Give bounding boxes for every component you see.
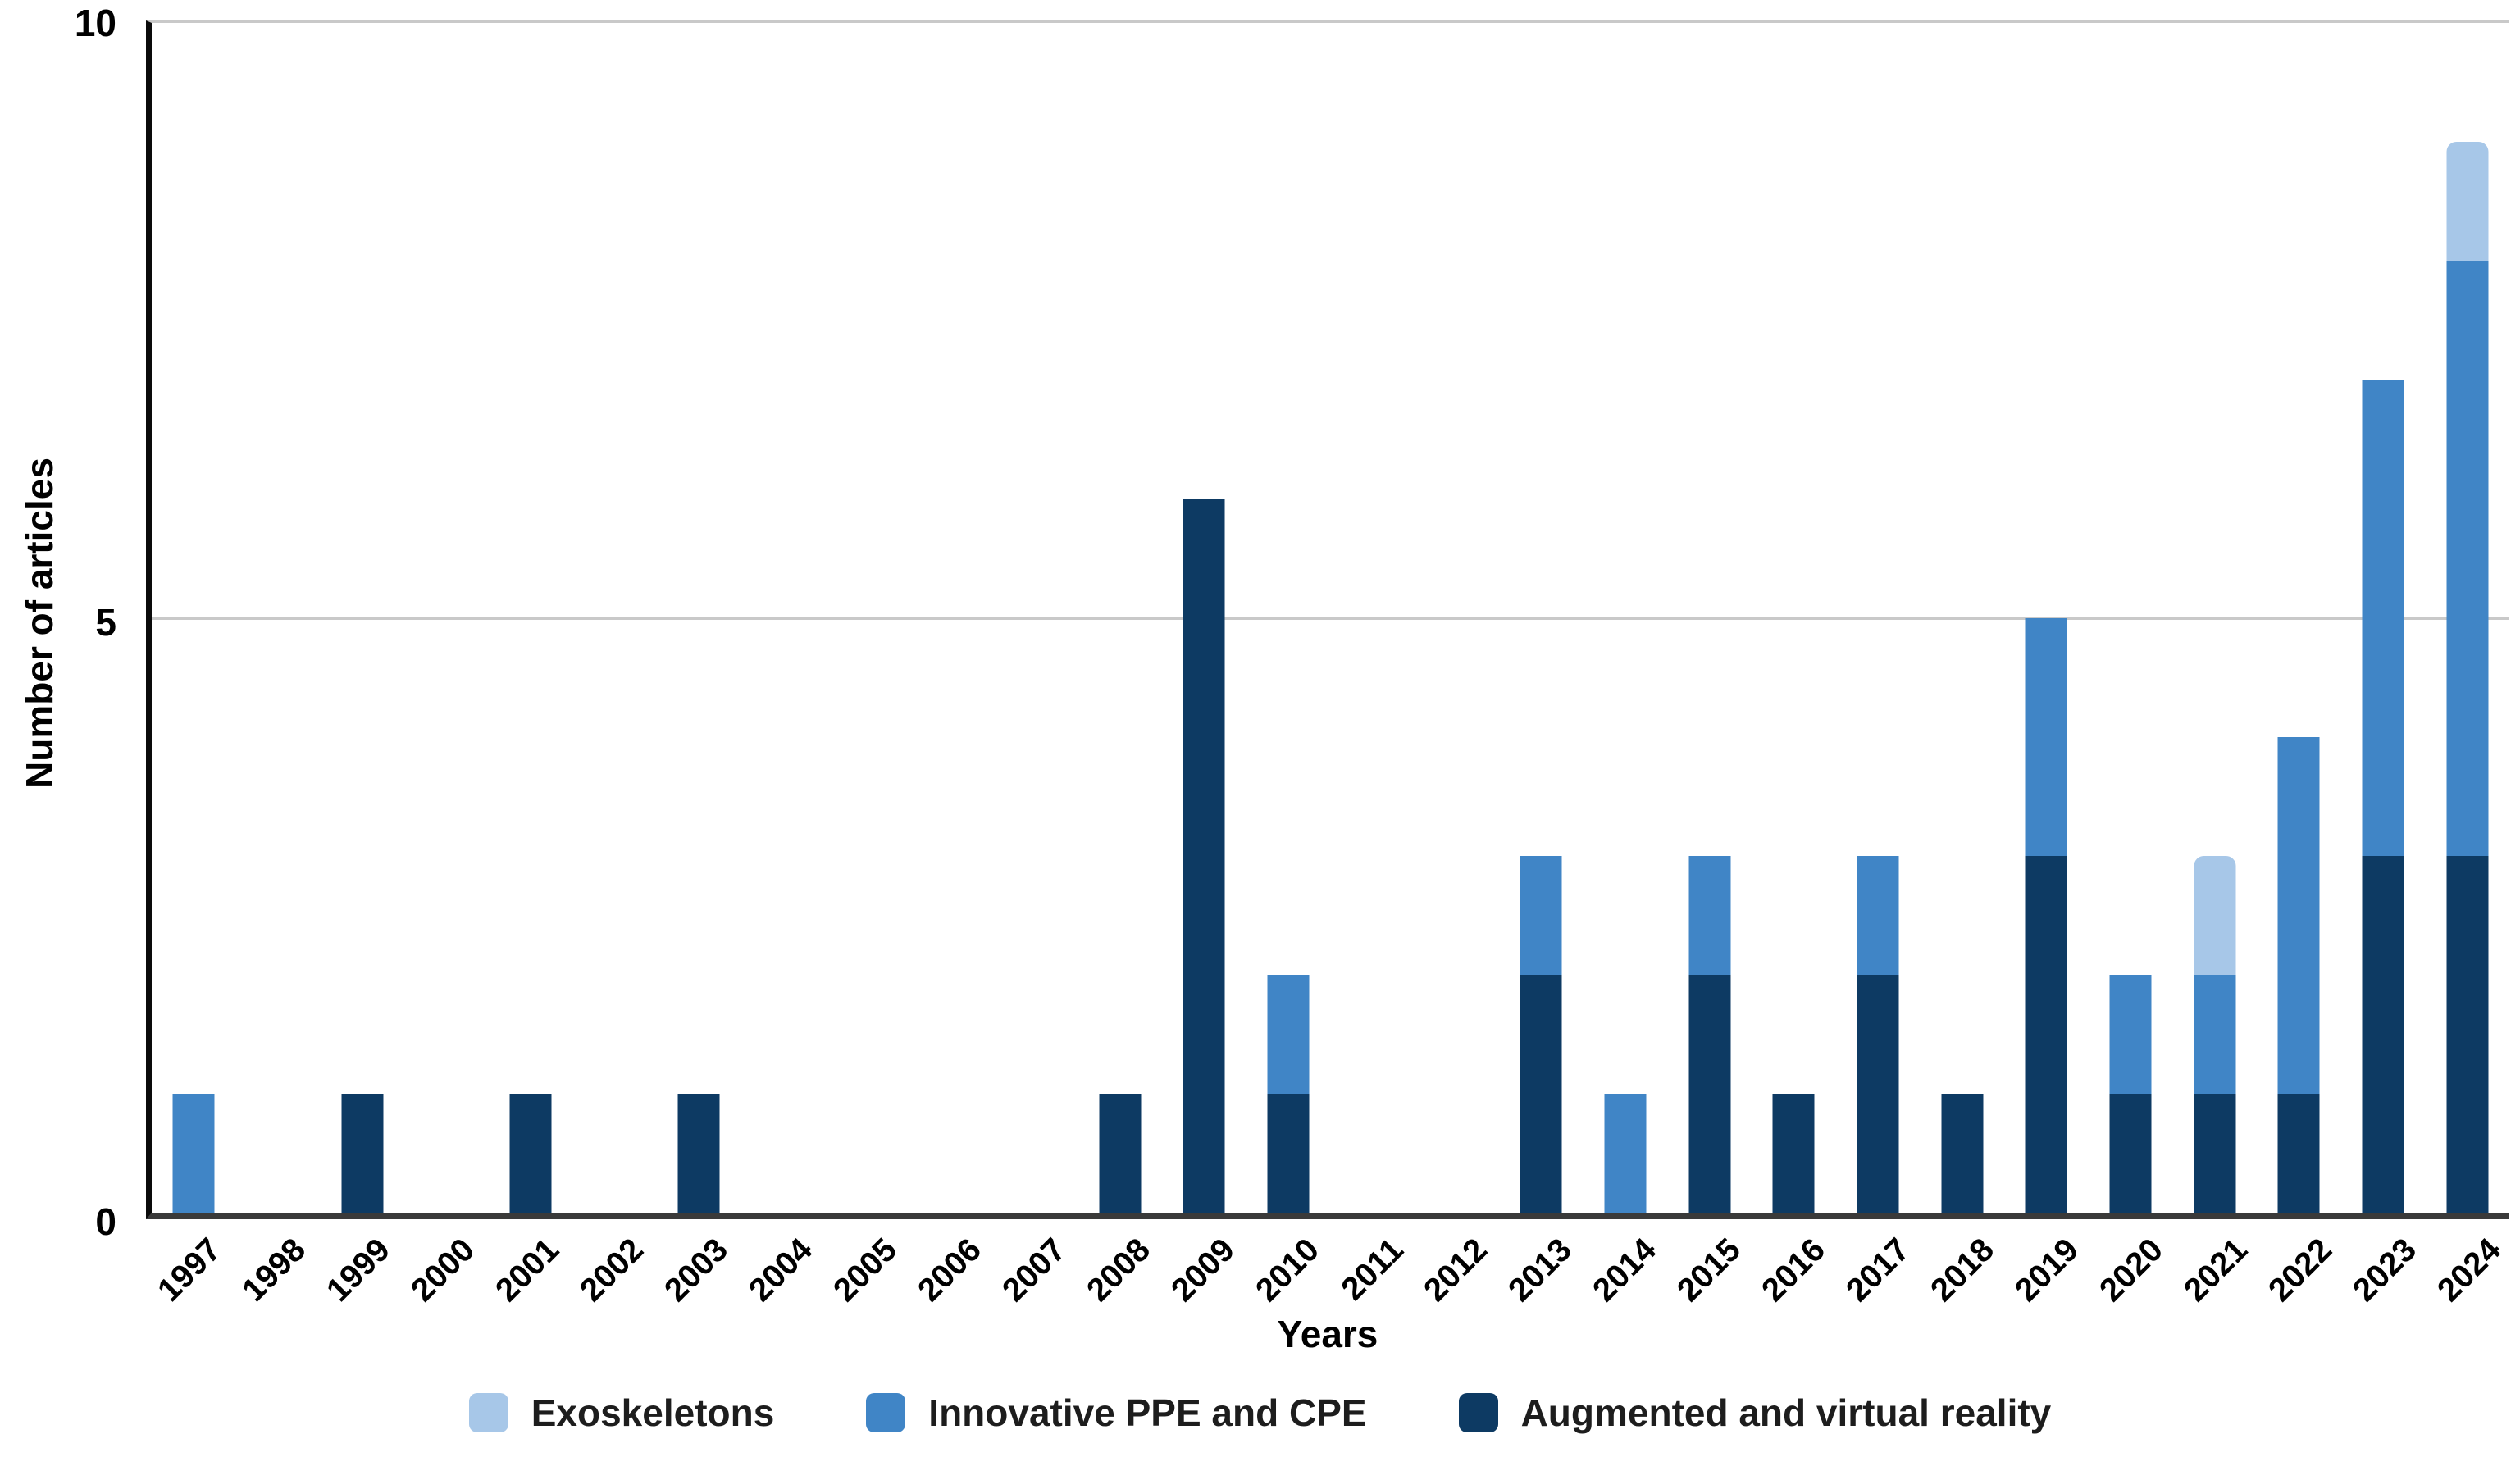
bar-segment-2020-innovative-ppe-and-cpe <box>2109 974 2152 1094</box>
x-tick-label-2000: 2000 <box>404 1232 482 1309</box>
bar-segment-2010-innovative-ppe-and-cpe <box>1267 974 1310 1094</box>
bar-column-2003 <box>677 23 720 1213</box>
bar-column-2009 <box>1183 23 1225 1213</box>
bar-segment-2015-augmented-and-virtual-reality <box>1688 974 1731 1213</box>
x-tick-label-2012: 2012 <box>1417 1232 1495 1309</box>
bar-column-2023 <box>2362 23 2404 1213</box>
legend: Exoskeletons Innovative PPE and CPE Augmen… <box>0 1387 2520 1438</box>
x-tick-label-2009: 2009 <box>1164 1232 1242 1309</box>
bar-column-2022 <box>2277 23 2320 1213</box>
legend-label-augmented-and-virtual-reality: Augmented and virtual reality <box>1520 1391 2052 1434</box>
bar-segment-2019-augmented-and-virtual-reality <box>2025 855 2067 1213</box>
bar-column-2013 <box>1520 23 1562 1213</box>
legend-item-exoskeletons: Exoskeletons <box>468 1391 775 1435</box>
bar-segment-2009-augmented-and-virtual-reality <box>1183 499 1225 1213</box>
legend-item-augmented-and-virtual-reality: Augmented and virtual reality <box>1458 1391 2052 1435</box>
bar-column-2020 <box>2109 23 2152 1213</box>
bar-segment-2024-exoskeletons <box>2446 142 2489 262</box>
bar-segment-2019-innovative-ppe-and-cpe <box>2025 617 2067 856</box>
bar-segment-2020-augmented-and-virtual-reality <box>2109 1093 2152 1213</box>
bar-column-1999 <box>341 23 384 1213</box>
x-tick-label-2004: 2004 <box>742 1232 820 1309</box>
bar-segment-2024-augmented-and-virtual-reality <box>2446 855 2489 1213</box>
y-tick-label-0: 0 <box>95 1200 116 1243</box>
legend-label-innovative-ppe-and-cpe: Innovative PPE and CPE <box>928 1391 1367 1434</box>
bar-column-2001 <box>509 23 552 1213</box>
x-axis-title: Years <box>1277 1313 1378 1355</box>
x-tick-label-2017: 2017 <box>1839 1232 1917 1309</box>
x-tick-label-2015: 2015 <box>1670 1232 1748 1309</box>
x-tick-label-1999: 1999 <box>320 1232 398 1309</box>
bar-column-2019 <box>2025 23 2067 1213</box>
bar-segment-2023-augmented-and-virtual-reality <box>2362 855 2404 1213</box>
bar-column-1997 <box>172 23 215 1213</box>
x-tick-label-2014: 2014 <box>1586 1232 1664 1309</box>
x-tick-label-2013: 2013 <box>1502 1232 1579 1309</box>
bar-segment-2014-innovative-ppe-and-cpe <box>1604 1093 1647 1213</box>
bar-segment-2008-augmented-and-virtual-reality <box>1099 1093 1142 1213</box>
bar-column-2010 <box>1267 23 1310 1213</box>
x-tick-label-2008: 2008 <box>1079 1232 1157 1309</box>
bar-segment-2021-innovative-ppe-and-cpe <box>2194 974 2236 1094</box>
gridline-5 <box>152 617 2509 620</box>
x-tick-label-2011: 2011 <box>1334 1232 1410 1308</box>
bar-segment-2018-augmented-and-virtual-reality <box>1941 1093 1984 1213</box>
bar-column-2008 <box>1099 23 1142 1213</box>
x-tick-label-2024: 2024 <box>2430 1232 2508 1309</box>
legend-label-exoskeletons: Exoskeletons <box>531 1391 775 1434</box>
x-tick-label-2016: 2016 <box>1755 1232 1833 1309</box>
bar-column-2015 <box>1688 23 1731 1213</box>
x-tick-label-2006: 2006 <box>910 1232 988 1309</box>
bar-segment-2017-augmented-and-virtual-reality <box>1857 974 1899 1213</box>
x-tick-label-2020: 2020 <box>2092 1232 2170 1309</box>
x-tick-label-2018: 2018 <box>1924 1232 2002 1309</box>
bar-segment-2021-augmented-and-virtual-reality <box>2194 1093 2236 1213</box>
y-tick-label-5: 5 <box>95 601 116 644</box>
bar-segment-2017-innovative-ppe-and-cpe <box>1857 855 1899 975</box>
bar-segment-2016-augmented-and-virtual-reality <box>1772 1093 1815 1213</box>
legend-swatch-augmented-and-virtual-reality <box>1458 1393 1498 1432</box>
x-tick-label-2001: 2001 <box>489 1232 567 1309</box>
y-axis-tick-labels: 0 5 10 <box>0 2 116 1243</box>
legend-item-innovative-ppe-and-cpe: Innovative PPE and CPE <box>866 1391 1367 1435</box>
bar-column-2018 <box>1941 23 1984 1213</box>
bar-segment-1999-augmented-and-virtual-reality <box>341 1093 384 1213</box>
x-tick-label-2007: 2007 <box>995 1232 1073 1309</box>
x-tick-label-1997: 1997 <box>151 1232 229 1309</box>
bar-segment-2024-innovative-ppe-and-cpe <box>2446 261 2489 856</box>
bar-segment-2013-augmented-and-virtual-reality <box>1520 974 1562 1213</box>
bar-column-2014 <box>1604 23 1647 1213</box>
plot-area <box>146 20 2509 1219</box>
bar-column-2024 <box>2446 23 2489 1213</box>
x-tick-label-2021: 2021 <box>2176 1232 2254 1309</box>
bar-segment-2003-augmented-and-virtual-reality <box>677 1093 720 1213</box>
x-tick-label-1998: 1998 <box>235 1232 313 1309</box>
bar-segment-2022-augmented-and-virtual-reality <box>2277 1093 2320 1213</box>
x-tick-label-2005: 2005 <box>826 1232 905 1309</box>
bar-segment-2015-innovative-ppe-and-cpe <box>1688 855 1731 975</box>
x-tick-label-2010: 2010 <box>1248 1232 1326 1309</box>
legend-swatch-exoskeletons <box>468 1393 508 1432</box>
x-tick-label-2022: 2022 <box>2261 1232 2339 1309</box>
bar-segment-2010-augmented-and-virtual-reality <box>1267 1093 1310 1213</box>
bar-segment-2001-augmented-and-virtual-reality <box>509 1093 552 1213</box>
x-tick-label-2003: 2003 <box>658 1232 736 1309</box>
bar-segment-1997-innovative-ppe-and-cpe <box>172 1093 215 1213</box>
bar-column-2017 <box>1857 23 1899 1213</box>
x-tick-label-2019: 2019 <box>2007 1232 2086 1309</box>
bar-column-2016 <box>1772 23 1815 1213</box>
bar-segment-2022-innovative-ppe-and-cpe <box>2277 736 2320 1094</box>
bar-segment-2023-innovative-ppe-and-cpe <box>2362 380 2404 856</box>
x-tick-label-2023: 2023 <box>2345 1232 2423 1309</box>
bar-column-2021 <box>2194 23 2236 1213</box>
x-tick-label-2002: 2002 <box>573 1232 651 1309</box>
bar-segment-2021-exoskeletons <box>2194 855 2236 975</box>
bar-segment-2013-innovative-ppe-and-cpe <box>1520 855 1562 975</box>
legend-swatch-innovative-ppe-and-cpe <box>866 1393 906 1432</box>
y-tick-label-10: 10 <box>74 2 116 44</box>
